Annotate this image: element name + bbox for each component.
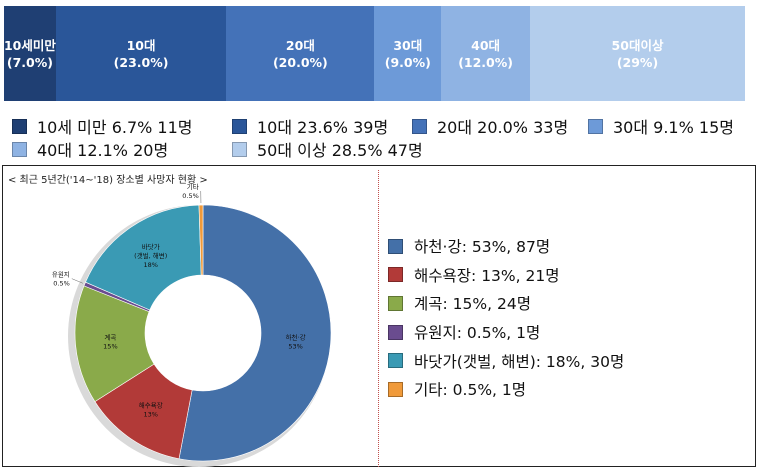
legend-label: 바닷가(갯벌, 해변): 18%, 30명: [414, 352, 625, 371]
bar-segment-50plus: 50대이상 (29%): [530, 6, 745, 101]
segment-label: 20대: [285, 37, 315, 53]
slice-label: 18%: [143, 261, 157, 269]
segment-label: 30대: [393, 37, 423, 53]
legend-item-river: 하천·강: 53%, 87명: [388, 232, 748, 261]
legend-swatch: [588, 118, 603, 134]
legend-label: 기타: 0.5%, 1명: [414, 381, 527, 400]
slice-label: 기타: [187, 182, 199, 191]
legend-item-10s: 10대 23.6% 39명: [232, 114, 388, 138]
slice-leader-line: [71, 278, 83, 284]
slice-label: 13%: [143, 410, 157, 418]
bar-segment-30s: 30대 (9.0%): [374, 6, 442, 101]
legend-item-40s: 40대 12.1% 20명: [12, 137, 168, 161]
slice-label: 계곡: [104, 332, 116, 341]
panel-divider: [378, 170, 379, 467]
segment-label: 10세미만: [4, 37, 56, 53]
legend-swatch: [232, 118, 247, 134]
legend-label: 유원지: 0.5%, 1명: [414, 324, 541, 343]
legend-item-seashore: 바닷가(갯벌, 해변): 18%, 30명: [388, 346, 748, 375]
segment-label: 50대이상: [611, 37, 664, 53]
legend-item-50plus: 50대 이상 28.5% 47명: [232, 137, 423, 161]
legend-swatch: [12, 118, 27, 134]
segment-percent: (23.0%): [113, 54, 169, 70]
legend-label: 계곡: 15%, 24명: [414, 295, 531, 314]
legend-item-under10: 10세 미만 6.7% 11명: [12, 114, 193, 138]
legend-swatch: [388, 295, 403, 311]
segment-percent: (12.0%): [458, 54, 513, 70]
legend-item-valley: 계곡: 15%, 24명: [388, 289, 748, 318]
legend-label: 50대 이상 28.5% 47명: [257, 141, 423, 160]
legend-swatch: [388, 238, 403, 254]
slice-label: 해수욕장: [139, 400, 163, 409]
slice-label: 하천·강: [286, 332, 306, 341]
segment-percent: (9.0%): [384, 54, 431, 70]
legend-item-resort: 유원지: 0.5%, 1명: [388, 318, 748, 347]
legend-label: 10세 미만 6.7% 11명: [37, 118, 193, 137]
legend-label: 하천·강: 53%, 87명: [414, 238, 551, 257]
legend-item-30s: 30대 9.1% 15명: [588, 114, 734, 138]
bar-segment-10s: 10대 (23.0%): [55, 6, 227, 101]
slice-label: 0.5%: [182, 192, 199, 200]
pie-title: < 최근 5년간('14~'18) 장소별 사망자 현황 >: [8, 175, 208, 186]
segment-percent: (29%): [616, 54, 659, 70]
legend-swatch: [388, 381, 403, 397]
legend-item-beach: 해수욕장: 13%, 21명: [388, 261, 748, 290]
segment-label: 10대: [126, 37, 156, 53]
legend-swatch: [12, 141, 27, 157]
segment-label: 40대: [471, 37, 501, 53]
location-panel-frame: [2, 165, 756, 467]
slice-label: 53%: [288, 342, 302, 350]
bar-segment-under10: 10세미만 (7.0%): [4, 6, 56, 101]
segment-percent: (20.0%): [272, 54, 328, 70]
legend-label: 40대 12.1% 20명: [37, 141, 169, 160]
legend-label: 20대 20.0% 33명: [437, 118, 569, 137]
legend-label: 30대 9.1% 15명: [613, 118, 734, 137]
location-legend: 하천·강: 53%, 87명 해수욕장: 13%, 21명 계곡: 15%, 2…: [388, 232, 748, 404]
age-stacked-bar: 10세미만 (7.0%) 10대 (23.0%) 20대 (20.0%) 30대…: [4, 6, 745, 101]
slice-label: 바닷가: [142, 242, 160, 251]
legend-swatch: [388, 353, 403, 369]
legend-swatch: [412, 118, 427, 134]
legend-item-20s: 20대 20.0% 33명: [412, 114, 568, 138]
slice-label: (갯벌, 해변): [134, 251, 167, 260]
legend-item-other: 기타: 0.5%, 1명: [388, 375, 748, 404]
bar-segment-40s: 40대 (12.0%): [441, 6, 531, 101]
legend-label: 10대 23.6% 39명: [257, 118, 389, 137]
legend-label: 해수욕장: 13%, 21명: [414, 266, 560, 285]
slice-label: 유원지: [52, 270, 70, 279]
segment-percent: (7.0%): [6, 54, 53, 70]
slice-label: 15%: [103, 342, 117, 350]
bar-segment-20s: 20대 (20.0%): [226, 6, 375, 101]
legend-swatch: [388, 324, 403, 340]
legend-swatch: [388, 267, 403, 283]
legend-swatch: [232, 141, 247, 157]
age-legend: 10세 미만 6.7% 11명 10대 23.6% 39명 20대 20.0% …: [4, 108, 749, 161]
donut-hole: [145, 275, 261, 391]
slice-label: 0.5%: [53, 280, 70, 288]
